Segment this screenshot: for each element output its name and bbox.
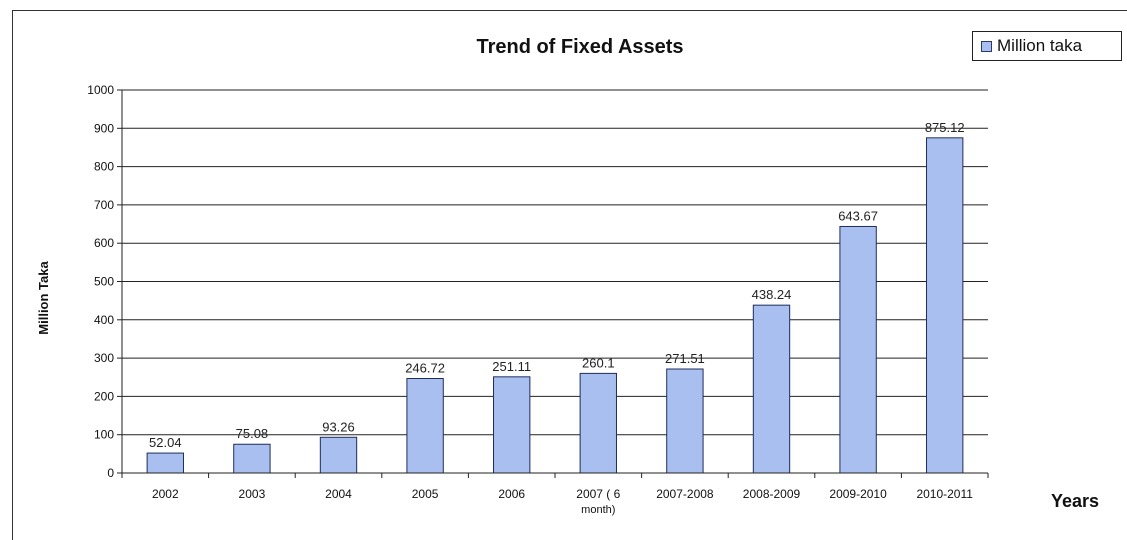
- x-tick-label: 2010-2011: [916, 487, 973, 501]
- x-tick-label: 2006: [498, 487, 525, 501]
- legend-label: Million taka: [997, 36, 1083, 55]
- y-tick-label: 700: [94, 198, 114, 212]
- y-tick-label: 200: [94, 389, 114, 403]
- x-tick-label: 2005: [412, 487, 439, 501]
- bar-chart: Trend of Fixed Assets Million Taka Years…: [36, 36, 1099, 516]
- bar: [406, 378, 444, 474]
- x-tick-label: 2003: [239, 487, 266, 501]
- y-tick-label: 800: [94, 160, 114, 174]
- x-tick-label: 2002: [152, 487, 179, 501]
- y-tick-label: 900: [94, 121, 114, 135]
- x-tick-label: 2007 ( 6 month): [576, 487, 620, 516]
- bar: [146, 452, 184, 474]
- y-tick-label: 600: [94, 236, 114, 250]
- bar: [666, 368, 704, 474]
- data-label: 875.12: [925, 120, 965, 135]
- data-label: 643.67: [838, 208, 878, 223]
- bar: [579, 372, 617, 474]
- y-tick-label: 0: [107, 466, 114, 480]
- legend-swatch: [981, 40, 992, 52]
- data-label: 93.26: [322, 419, 355, 434]
- x-tick-label: 2007-2008: [656, 487, 714, 501]
- y-tick-label: 400: [94, 313, 114, 327]
- x-tick-label: 2004: [325, 487, 352, 501]
- bar: [233, 443, 271, 474]
- y-tick-label: 100: [94, 428, 114, 442]
- bar: [839, 225, 877, 474]
- x-tick-label: 2008-2009: [743, 487, 801, 501]
- x-tick-label: 2009-2010: [829, 487, 887, 501]
- bar: [752, 304, 791, 474]
- data-label: 251.11: [492, 359, 531, 374]
- data-label: 246.72: [405, 361, 445, 376]
- data-label: 75.08: [236, 426, 269, 441]
- y-axis-label: Million Taka: [36, 261, 51, 335]
- y-tick-label: 1000: [87, 83, 114, 97]
- data-label: 52.04: [149, 435, 182, 450]
- chart-frame: [12, 10, 1127, 540]
- bar: [926, 137, 964, 474]
- data-label: 271.51: [665, 351, 705, 366]
- bar: [319, 436, 358, 474]
- y-tick-label: 300: [94, 351, 114, 365]
- data-label: 260.1: [582, 355, 615, 370]
- bar: [493, 376, 531, 474]
- chart-title: Trend of Fixed Assets: [476, 36, 683, 58]
- data-label: 438.24: [752, 287, 792, 302]
- y-tick-label: 500: [94, 275, 114, 289]
- x-axis-label: Years: [1051, 491, 1099, 511]
- legend: Million taka: [972, 31, 1122, 61]
